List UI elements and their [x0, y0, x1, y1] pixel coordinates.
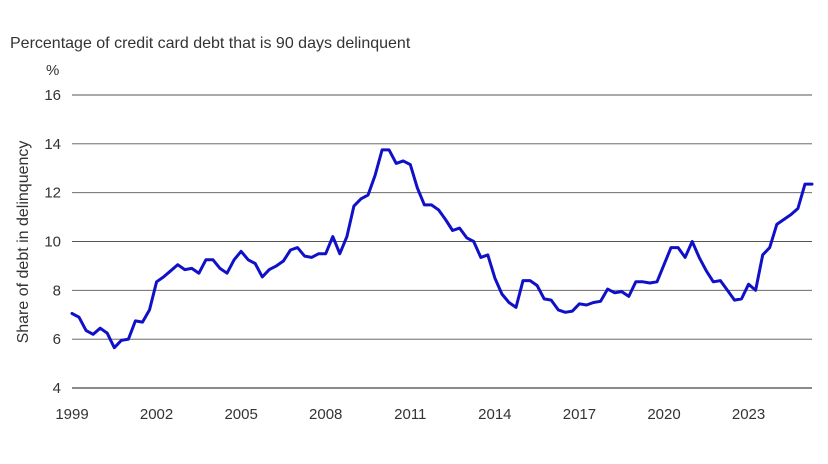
x-tick-2020: 2020 — [647, 406, 680, 423]
y-tick-8: 8 — [53, 282, 61, 299]
line-chart: 4 6 8 10 12 14 16 1999 2002 2005 2008 2011 2014 2017… — [0, 0, 828, 464]
y-tick-labels: 4 6 8 10 12 14 16 — [44, 87, 61, 397]
x-tick-2002: 2002 — [140, 406, 173, 423]
x-tick-2005: 2005 — [224, 406, 257, 423]
y-tick-16: 16 — [44, 87, 61, 104]
x-tick-2023: 2023 — [732, 406, 765, 423]
gridlines — [72, 95, 812, 388]
series-group — [72, 150, 812, 348]
y-axis-label: Share of debt in delinquency — [15, 141, 32, 344]
y-tick-14: 14 — [44, 136, 61, 153]
x-tick-2011: 2011 — [394, 406, 426, 423]
x-tick-2008: 2008 — [309, 406, 342, 423]
series-line-0 — [72, 150, 812, 348]
x-tick-2017: 2017 — [563, 406, 596, 423]
y-tick-6: 6 — [53, 331, 61, 348]
x-tick-2014: 2014 — [478, 406, 511, 423]
y-tick-10: 10 — [44, 234, 61, 251]
y-tick-4: 4 — [53, 380, 61, 397]
x-tick-labels: 1999 2002 2005 2008 2011 2014 2017 2020 2023 — [55, 406, 765, 423]
y-tick-12: 12 — [44, 185, 61, 202]
x-tick-1999: 1999 — [55, 406, 88, 423]
